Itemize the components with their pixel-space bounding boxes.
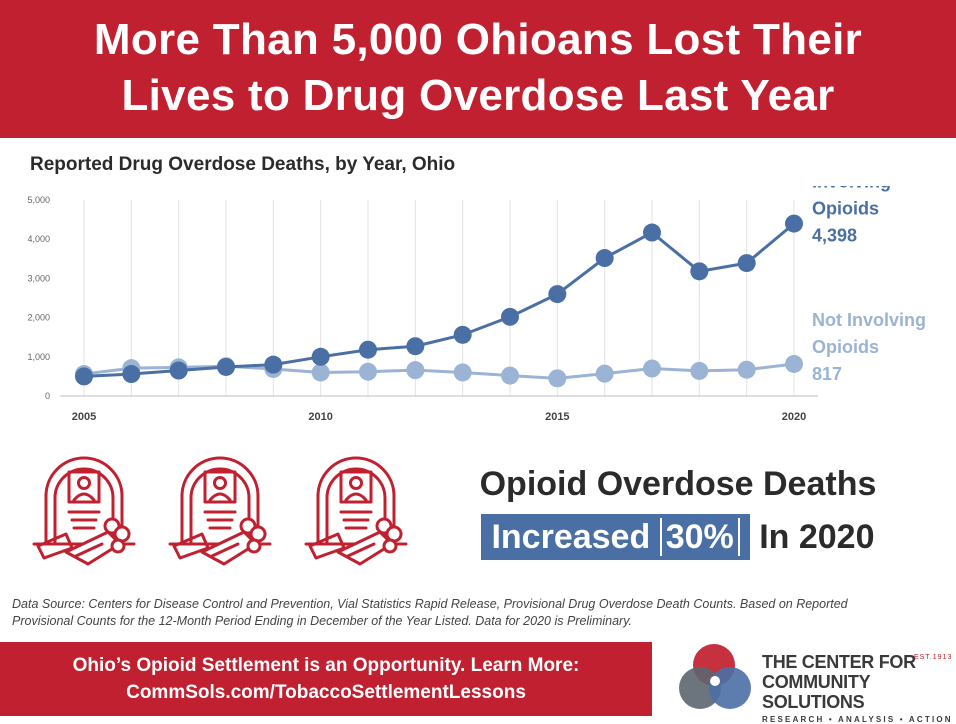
- memorial-headstone-icon: [304, 456, 408, 566]
- data-point: [501, 366, 519, 385]
- increase-year-suffix: In 2020: [759, 518, 875, 556]
- data-point: [737, 254, 756, 273]
- increased-label: Increased: [491, 518, 651, 556]
- overdose-line-chart: 0 1,000 2,000 3,000 4,000 5,000 2005 2010 2015 20…: [27, 186, 926, 423]
- data-point: [169, 361, 188, 380]
- x-tick-label: 2005: [72, 411, 96, 423]
- footer-line-1: Ohio’s Opioid Settlement is an Opportuni…: [72, 655, 580, 676]
- x-tick-label: 2015: [545, 411, 569, 423]
- logo-line-2: COMMUNITY SOLUTIONS: [762, 672, 870, 712]
- logo-center-dot: [710, 676, 720, 686]
- data-point: [690, 262, 709, 281]
- title-banner: More Than 5,000 Ohioans Lost Their Lives…: [0, 0, 956, 138]
- chart-title: Reported Drug Overdose Deaths, by Year, …: [30, 154, 456, 175]
- series-line: [83, 362, 795, 380]
- memorial-headstone-icon: [168, 456, 272, 566]
- memorial-headstone-icon: [32, 456, 136, 566]
- data-point: [406, 337, 425, 356]
- increase-highlight: Increased 30%: [481, 514, 750, 560]
- data-point: [75, 367, 93, 386]
- series-label: Opioids: [812, 199, 879, 219]
- x-tick-label: 2020: [782, 411, 806, 423]
- logo-established: EST.1913: [914, 654, 953, 661]
- data-point: [643, 223, 661, 242]
- y-tick-label: 2,000: [27, 313, 50, 323]
- data-point: [595, 364, 614, 383]
- series-label: Involving: [812, 186, 891, 192]
- footer-call-to-action: Ohio’s Opioid Settlement is an Opportuni…: [0, 642, 652, 716]
- series-line: [83, 222, 795, 378]
- headline-line-1: Opioid Overdose Deaths: [479, 465, 877, 503]
- data-point: [737, 360, 756, 379]
- headline-line-2: Increased 30% In 2020: [448, 514, 908, 560]
- y-tick-label: 0: [45, 391, 50, 401]
- organization-logo: [679, 644, 751, 709]
- data-point: [311, 363, 330, 382]
- data-point: [359, 340, 377, 359]
- data-point: [406, 361, 425, 380]
- data-point: [595, 249, 614, 268]
- series-label: Not Involving: [812, 310, 926, 330]
- x-tick-label: 2010: [308, 411, 332, 423]
- series-label: Opioids: [812, 337, 879, 357]
- memorial-icons: [32, 456, 408, 566]
- data-point: [690, 361, 709, 380]
- banner-title-line-1: More Than 5,000 Ohioans Lost Their: [93, 15, 863, 64]
- logo-line-1: THE CENTER FOR: [762, 652, 916, 672]
- logo-gray-circle: [679, 667, 721, 709]
- data-point: [217, 357, 235, 376]
- y-tick-label: 1,000: [27, 352, 50, 362]
- y-tick-label: 3,000: [27, 273, 50, 283]
- data-point: [643, 359, 661, 378]
- logo-blue-circle: [709, 667, 751, 709]
- data-point: [785, 354, 803, 373]
- y-tick-label: 4,000: [27, 234, 50, 244]
- data-source-note: Data Source: Centers for Disease Control…: [12, 597, 848, 628]
- data-point: [548, 285, 567, 304]
- footer-link[interactable]: CommSols.com/TobaccoSettlementLessons: [126, 682, 526, 703]
- data-point: [359, 362, 377, 381]
- logo-text: EST.1913 THE CENTER FOR COMMUNITY SOLUTI…: [762, 652, 956, 724]
- series-end-value: 817: [812, 364, 842, 384]
- y-tick-label: 5,000: [27, 195, 50, 205]
- headline-callout: Opioid Overdose Deaths Increased 30% In …: [448, 462, 908, 560]
- banner-title-line-2: Lives to Drug Overdose Last Year: [121, 71, 835, 120]
- data-point: [548, 369, 567, 388]
- logo-tagline: RESEARCH • ANALYSIS • ACTION: [762, 715, 953, 724]
- data-point: [311, 347, 330, 366]
- increase-percent: 30%: [659, 518, 740, 556]
- data-point: [453, 363, 472, 382]
- series-end-value: 4,398: [812, 226, 857, 246]
- data-point: [785, 214, 803, 233]
- data-point: [122, 365, 141, 384]
- data-point: [453, 325, 472, 344]
- data-point: [264, 355, 283, 374]
- data-point: [501, 307, 519, 326]
